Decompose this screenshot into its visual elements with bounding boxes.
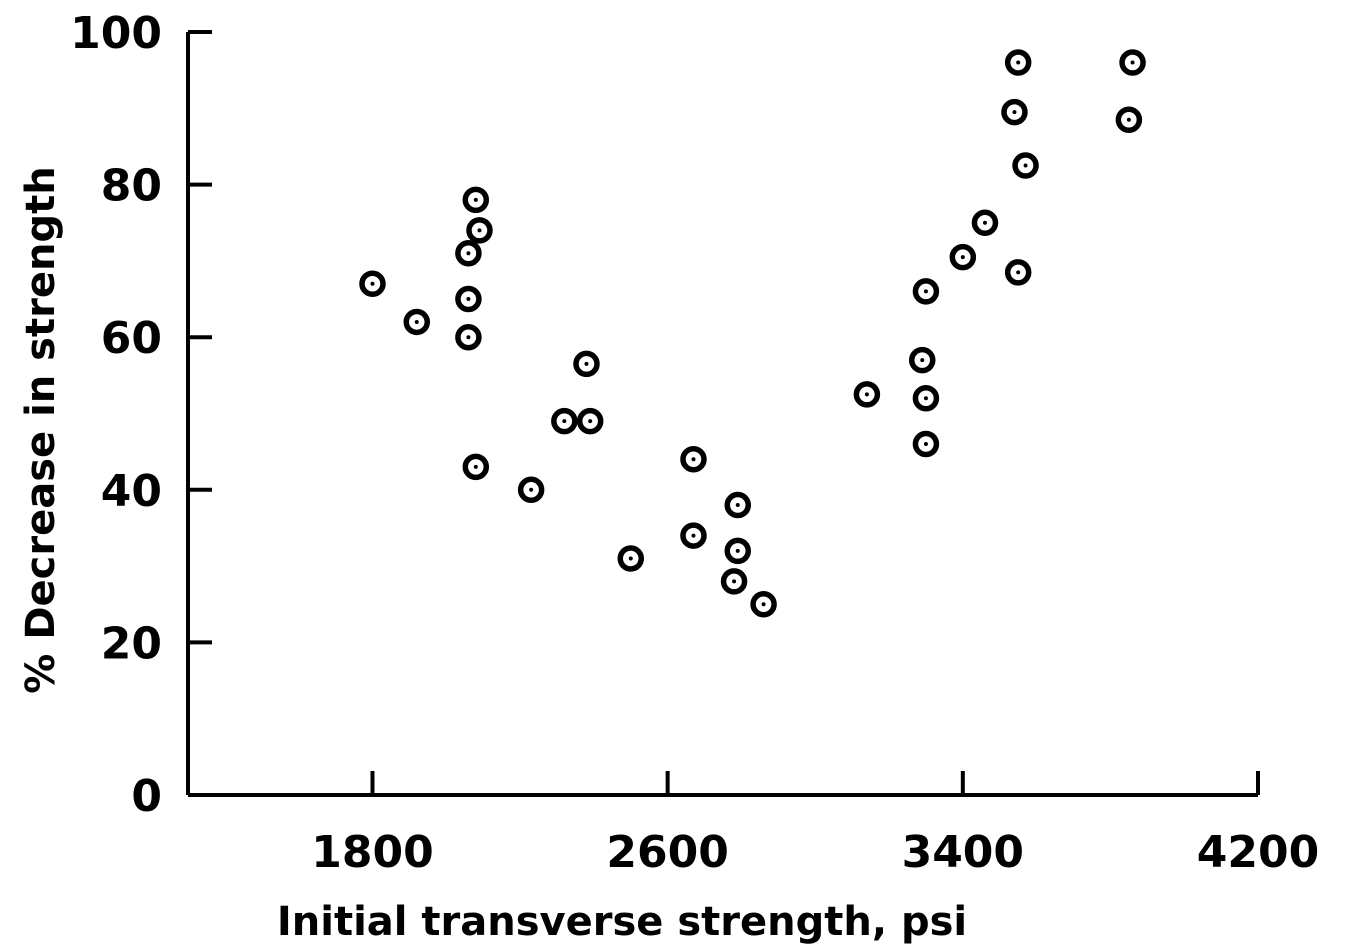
data-point (908, 346, 936, 374)
data-point (680, 522, 707, 549)
data-point (455, 285, 482, 313)
data-point (462, 186, 490, 214)
data-point (573, 350, 600, 378)
data-point (912, 430, 940, 458)
x-tick-label: 3400 (902, 827, 1024, 878)
data-point (949, 243, 977, 271)
data-point (1119, 49, 1146, 76)
data-point (455, 240, 482, 267)
data-point (912, 278, 940, 305)
data-point (724, 491, 752, 519)
y-tick-label: 60 (101, 313, 162, 364)
x-tick-label: 4200 (1197, 827, 1319, 878)
data-point (462, 453, 490, 481)
x-tick-label: 2600 (606, 827, 728, 878)
y-tick-label: 0 (131, 771, 162, 822)
data-point (455, 323, 482, 351)
data-point (1012, 152, 1039, 179)
data-point (912, 384, 940, 412)
axes (186, 32, 1258, 797)
data-point (1115, 106, 1143, 133)
data-point (617, 545, 645, 572)
data-points (359, 49, 1146, 618)
data-point (551, 407, 578, 435)
y-tick-label: 80 (101, 161, 162, 212)
data-point (403, 308, 431, 336)
y-tick-label: 40 (101, 466, 162, 517)
y-ticks: 0 20 40 60 80 100 (70, 8, 212, 822)
y-axis-label: % Decrease in strength (18, 166, 64, 693)
y-tick-label: 20 (101, 618, 162, 669)
data-point (724, 537, 752, 565)
data-point (359, 270, 386, 298)
data-point (720, 568, 748, 595)
data-point (1004, 259, 1032, 286)
data-point (517, 476, 545, 504)
data-point (1001, 98, 1028, 126)
data-point (466, 217, 493, 244)
y-tick-label: 100 (70, 8, 162, 59)
x-ticks: 1800 2600 3400 4200 (311, 771, 1319, 878)
data-point (971, 209, 999, 236)
data-point (853, 381, 881, 408)
data-point (750, 591, 777, 618)
data-point (576, 407, 604, 435)
data-point (680, 446, 707, 473)
data-point (1004, 49, 1032, 76)
x-axis-label: Initial transverse strength, psi (277, 899, 967, 945)
x-tick-label: 1800 (311, 827, 433, 878)
